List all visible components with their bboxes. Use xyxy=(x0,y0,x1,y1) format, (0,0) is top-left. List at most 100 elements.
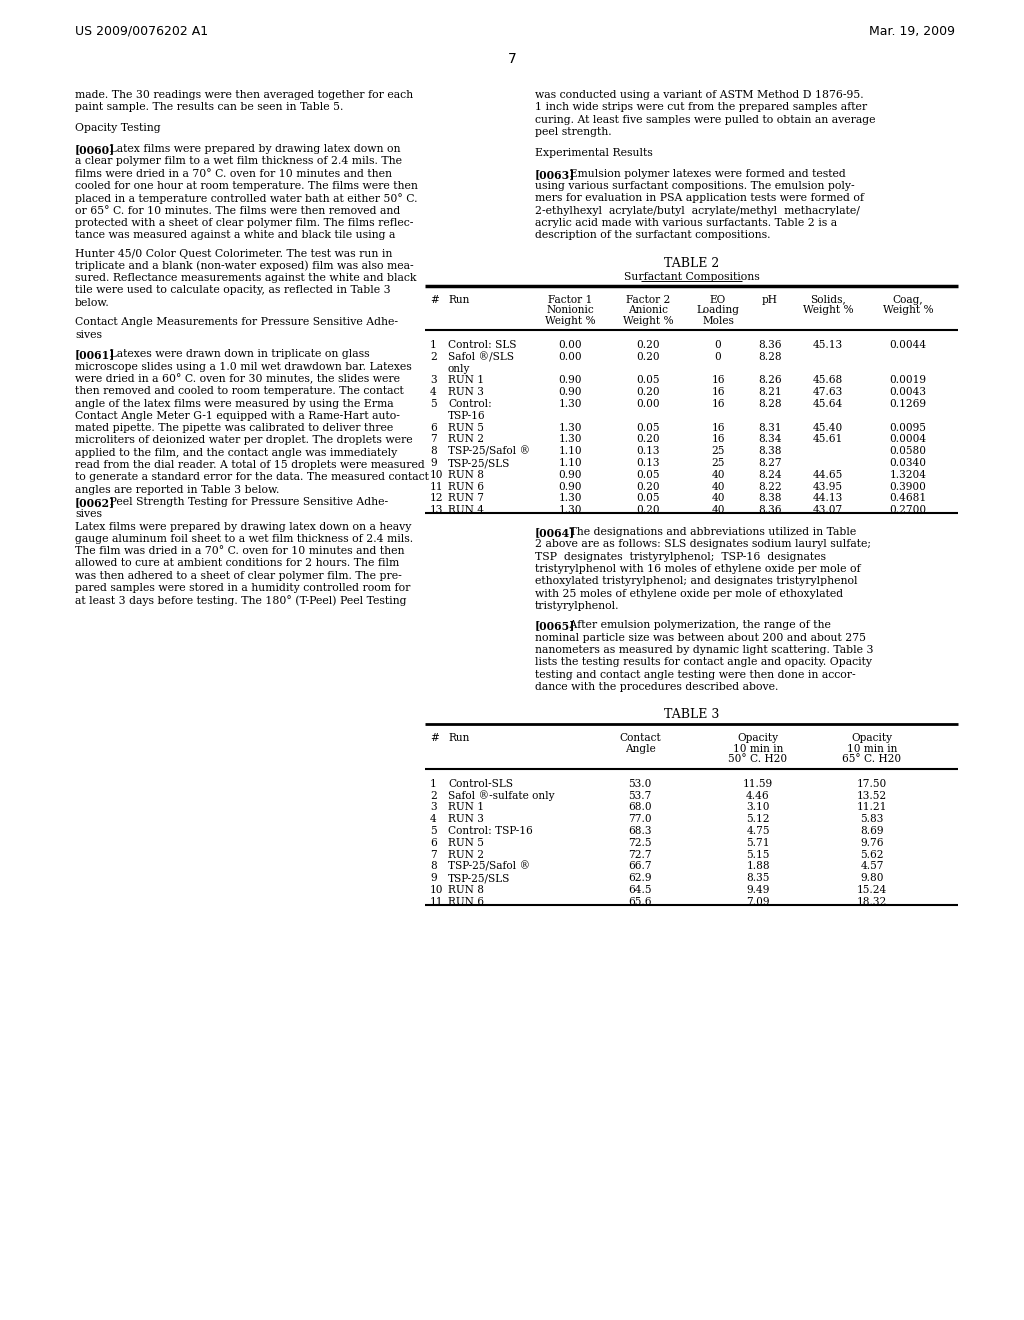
Text: tristyrylphenol.: tristyrylphenol. xyxy=(535,601,620,611)
Text: 0.20: 0.20 xyxy=(636,482,659,491)
Text: 72.5: 72.5 xyxy=(629,838,651,847)
Text: 16: 16 xyxy=(712,387,725,397)
Text: TSP-25/Safol ®: TSP-25/Safol ® xyxy=(449,446,530,457)
Text: Contact Angle Meter G-1 equipped with a Rame-Hart auto-: Contact Angle Meter G-1 equipped with a … xyxy=(75,411,400,421)
Text: 72.7: 72.7 xyxy=(628,850,652,859)
Text: 0.0004: 0.0004 xyxy=(890,434,927,445)
Text: 0.90: 0.90 xyxy=(558,375,582,385)
Text: 6: 6 xyxy=(430,422,437,433)
Text: description of the surfactant compositions.: description of the surfactant compositio… xyxy=(535,230,770,240)
Text: 0.90: 0.90 xyxy=(558,387,582,397)
Text: 65.6: 65.6 xyxy=(629,896,651,907)
Text: 1.30: 1.30 xyxy=(558,506,582,515)
Text: Safol ®-sulfate only: Safol ®-sulfate only xyxy=(449,791,555,801)
Text: 4: 4 xyxy=(430,387,437,397)
Text: Control: SLS: Control: SLS xyxy=(449,341,516,350)
Text: RUN 1: RUN 1 xyxy=(449,803,484,812)
Text: read from the dial reader. A total of 15 droplets were measured: read from the dial reader. A total of 15… xyxy=(75,461,425,470)
Text: then removed and cooled to room temperature. The contact: then removed and cooled to room temperat… xyxy=(75,387,403,396)
Text: 0: 0 xyxy=(715,341,721,350)
Text: 8.36: 8.36 xyxy=(758,506,781,515)
Text: were dried in a 60° C. oven for 30 minutes, the slides were: were dried in a 60° C. oven for 30 minut… xyxy=(75,374,400,384)
Text: 5.71: 5.71 xyxy=(746,838,770,847)
Text: 0.2700: 0.2700 xyxy=(890,506,927,515)
Text: 8.34: 8.34 xyxy=(758,434,781,445)
Text: 68.3: 68.3 xyxy=(629,826,651,836)
Text: nanometers as measured by dynamic light scattering. Table 3: nanometers as measured by dynamic light … xyxy=(535,645,873,655)
Text: 0.0019: 0.0019 xyxy=(890,375,927,385)
Text: 0.20: 0.20 xyxy=(636,387,659,397)
Text: 10: 10 xyxy=(430,470,443,479)
Text: placed in a temperature controlled water bath at either 50° C.: placed in a temperature controlled water… xyxy=(75,193,418,205)
Text: 1.88: 1.88 xyxy=(746,862,770,871)
Text: RUN 6: RUN 6 xyxy=(449,896,484,907)
Text: lists the testing results for contact angle and opacity. Opacity: lists the testing results for contact an… xyxy=(535,657,872,668)
Text: 1.30: 1.30 xyxy=(558,422,582,433)
Text: [0062]: [0062] xyxy=(75,496,116,508)
Text: 8: 8 xyxy=(430,862,437,871)
Text: to generate a standard error for the data. The measured contact: to generate a standard error for the dat… xyxy=(75,473,429,482)
Text: using various surfactant compositions. The emulsion poly-: using various surfactant compositions. T… xyxy=(535,181,855,191)
Text: 44.65: 44.65 xyxy=(813,470,843,479)
Text: 0.1269: 0.1269 xyxy=(890,399,927,409)
Text: 18.32: 18.32 xyxy=(857,896,887,907)
Text: triplicate and a blank (non-water exposed) film was also mea-: triplicate and a blank (non-water expose… xyxy=(75,261,414,272)
Text: [0061]: [0061] xyxy=(75,350,116,360)
Text: protected with a sheet of clear polymer film. The films reflec-: protected with a sheet of clear polymer … xyxy=(75,218,414,228)
Text: was conducted using a variant of ASTM Method D 1876-95.: was conducted using a variant of ASTM Me… xyxy=(535,90,863,100)
Text: 44.13: 44.13 xyxy=(813,494,843,503)
Text: 5.12: 5.12 xyxy=(746,814,770,824)
Text: 0.20: 0.20 xyxy=(636,434,659,445)
Text: 10 min in: 10 min in xyxy=(847,743,897,754)
Text: Solids,: Solids, xyxy=(810,294,846,305)
Text: cooled for one hour at room temperature. The films were then: cooled for one hour at room temperature.… xyxy=(75,181,418,191)
Text: 0.05: 0.05 xyxy=(636,422,659,433)
Text: 5.15: 5.15 xyxy=(746,850,770,859)
Text: 1 inch wide strips were cut from the prepared samples after: 1 inch wide strips were cut from the pre… xyxy=(535,103,867,112)
Text: peel strength.: peel strength. xyxy=(535,127,611,137)
Text: 0.00: 0.00 xyxy=(636,399,659,409)
Text: tristyrylphenol with 16 moles of ethylene oxide per mole of: tristyrylphenol with 16 moles of ethylen… xyxy=(535,564,860,574)
Text: 8.28: 8.28 xyxy=(758,399,781,409)
Text: 53.7: 53.7 xyxy=(629,791,651,801)
Text: allowed to cure at ambient conditions for 2 hours. The film: allowed to cure at ambient conditions fo… xyxy=(75,558,399,569)
Text: 45.61: 45.61 xyxy=(813,434,843,445)
Text: RUN 5: RUN 5 xyxy=(449,838,484,847)
Text: 5: 5 xyxy=(430,826,436,836)
Text: [0060]: [0060] xyxy=(75,144,116,156)
Text: 50° C. H20: 50° C. H20 xyxy=(728,754,787,764)
Text: TSP-25/Safol ®: TSP-25/Safol ® xyxy=(449,862,530,871)
Text: 40: 40 xyxy=(712,482,725,491)
Text: RUN 1: RUN 1 xyxy=(449,375,484,385)
Text: 40: 40 xyxy=(712,506,725,515)
Text: 77.0: 77.0 xyxy=(628,814,652,824)
Text: 16: 16 xyxy=(712,375,725,385)
Text: 0.0044: 0.0044 xyxy=(890,341,927,350)
Text: [0065]: [0065] xyxy=(535,620,575,631)
Text: 10 min in: 10 min in xyxy=(733,743,783,754)
Text: 4.75: 4.75 xyxy=(746,826,770,836)
Text: 0.0340: 0.0340 xyxy=(890,458,927,469)
Text: 3: 3 xyxy=(430,803,436,812)
Text: Mar. 19, 2009: Mar. 19, 2009 xyxy=(869,25,955,38)
Text: 13.52: 13.52 xyxy=(857,791,887,801)
Text: gauge aluminum foil sheet to a wet film thickness of 2.4 mils.: gauge aluminum foil sheet to a wet film … xyxy=(75,533,413,544)
Text: 40: 40 xyxy=(712,470,725,479)
Text: a clear polymer film to a wet film thickness of 2.4 mils. The: a clear polymer film to a wet film thick… xyxy=(75,156,402,166)
Text: 4.46: 4.46 xyxy=(746,791,770,801)
Text: 43.07: 43.07 xyxy=(813,506,843,515)
Text: Contact: Contact xyxy=(620,734,660,743)
Text: 8.26: 8.26 xyxy=(758,375,781,385)
Text: 17.50: 17.50 xyxy=(857,779,887,789)
Text: films were dried in a 70° C. oven for 10 minutes and then: films were dried in a 70° C. oven for 10… xyxy=(75,169,392,178)
Text: Opacity Testing: Opacity Testing xyxy=(75,123,161,133)
Text: RUN 2: RUN 2 xyxy=(449,434,484,445)
Text: 7: 7 xyxy=(430,434,437,445)
Text: 11: 11 xyxy=(430,482,443,491)
Text: TABLE 2: TABLE 2 xyxy=(664,256,719,269)
Text: 0.05: 0.05 xyxy=(636,494,659,503)
Text: paint sample. The results can be seen in Table 5.: paint sample. The results can be seen in… xyxy=(75,103,343,112)
Text: 8.38: 8.38 xyxy=(758,446,781,457)
Text: 8.38: 8.38 xyxy=(758,494,781,503)
Text: 5: 5 xyxy=(430,399,436,409)
